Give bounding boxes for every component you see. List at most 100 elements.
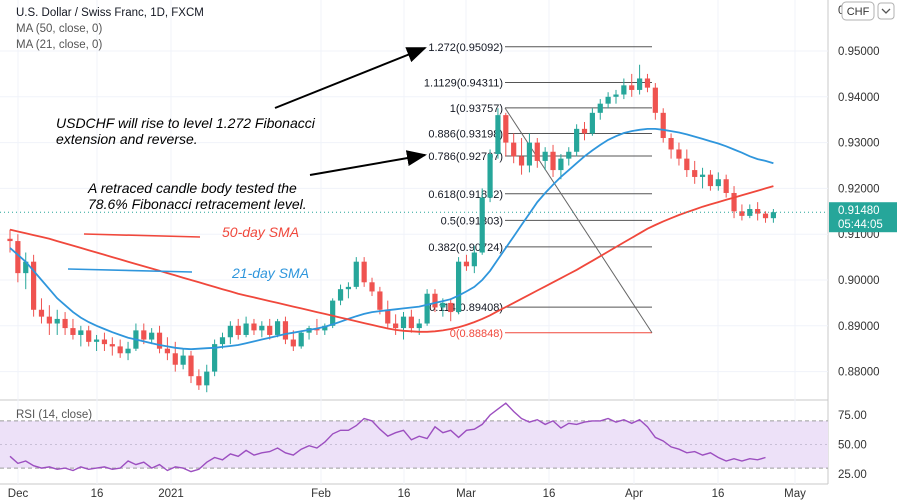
candle-body[interactable]	[15, 241, 21, 274]
candle-body[interactable]	[38, 309, 45, 317]
candle-body[interactable]	[597, 103, 603, 113]
candle-body[interactable]	[212, 344, 218, 372]
candle-body[interactable]	[566, 151, 572, 159]
candle-body[interactable]	[684, 158, 690, 171]
candle-body[interactable]	[330, 300, 336, 326]
candle-body[interactable]	[739, 211, 745, 216]
candle-body[interactable]	[298, 332, 304, 347]
currency-button[interactable]	[841, 1, 875, 21]
candle-body[interactable]	[448, 302, 454, 313]
candle-body[interactable]	[731, 192, 737, 212]
candle-body[interactable]	[511, 142, 517, 157]
candle-body[interactable]	[78, 330, 84, 335]
candle-body[interactable]	[196, 376, 202, 386]
candle-body[interactable]	[385, 309, 391, 324]
candle-body[interactable]	[699, 174, 706, 177]
candle-body[interactable]	[156, 332, 163, 349]
candle-body[interactable]	[93, 339, 100, 342]
candle-body[interactable]	[149, 332, 155, 340]
candle-body[interactable]	[644, 78, 651, 88]
sma50-marker-line[interactable]	[83, 233, 201, 238]
candle-body[interactable]	[526, 142, 533, 166]
candle-body[interactable]	[219, 337, 226, 345]
candle-body[interactable]	[692, 170, 698, 177]
candle-body[interactable]	[164, 348, 170, 354]
candle-body[interactable]	[432, 293, 438, 308]
current-price-tag[interactable]	[829, 202, 897, 233]
candle-body[interactable]	[180, 355, 186, 365]
candle-body[interactable]	[393, 323, 399, 329]
candle-body[interactable]	[204, 371, 210, 386]
candle-body[interactable]	[471, 252, 477, 267]
candle-body[interactable]	[479, 197, 485, 253]
price-scale[interactable]: 0.950000.940000.930000.920000.910000.900…	[838, 46, 880, 481]
candle-body[interactable]	[463, 261, 470, 267]
candle-body[interactable]	[46, 316, 52, 324]
candle-body[interactable]	[747, 209, 753, 216]
candle-body[interactable]	[605, 96, 611, 104]
candle-body[interactable]	[613, 94, 619, 97]
candle-body[interactable]	[172, 353, 178, 365]
candle-body[interactable]	[141, 330, 147, 340]
candle-body[interactable]	[770, 212, 776, 219]
candle-body[interactable]	[290, 339, 296, 347]
candle-body[interactable]	[550, 151, 556, 171]
candle-body[interactable]	[109, 344, 115, 347]
candle-body[interactable]	[353, 261, 359, 287]
candle-body[interactable]	[345, 286, 352, 290]
candle-body[interactable]	[455, 261, 462, 313]
candle-body[interactable]	[361, 261, 367, 283]
candle-body[interactable]	[424, 293, 430, 324]
candle-body[interactable]	[629, 85, 635, 90]
candle-body[interactable]	[637, 78, 643, 90]
candle-body[interactable]	[495, 115, 501, 155]
sma21-marker-line[interactable]	[67, 268, 193, 273]
candle-body[interactable]	[274, 321, 281, 335]
candle-body[interactable]	[762, 213, 769, 219]
candle-body[interactable]	[400, 316, 407, 329]
candle-body[interactable]	[259, 325, 265, 331]
candle-body[interactable]	[117, 346, 123, 354]
candle-body[interactable]	[676, 149, 682, 159]
candle-body[interactable]	[337, 289, 344, 301]
candle-body[interactable]	[487, 154, 493, 198]
candle-body[interactable]	[668, 138, 674, 150]
candle-body[interactable]	[188, 355, 194, 377]
candle-body[interactable]	[542, 151, 548, 161]
candle-body[interactable]	[243, 323, 249, 335]
candle-body[interactable]	[282, 321, 289, 340]
candle-body[interactable]	[660, 112, 666, 139]
candle-body[interactable]	[534, 142, 540, 161]
candle-body[interactable]	[589, 112, 595, 134]
candle-body[interactable]	[558, 158, 564, 171]
candle-body[interactable]	[574, 128, 580, 152]
candle-body[interactable]	[652, 87, 658, 113]
candle-body[interactable]	[70, 328, 76, 335]
candle-body[interactable]	[369, 282, 375, 292]
candle-body[interactable]	[377, 291, 383, 310]
candle-body[interactable]	[31, 261, 37, 310]
scale-settings-button[interactable]	[877, 2, 895, 20]
candle-body[interactable]	[715, 179, 721, 187]
arrow-to-extension[interactable]	[274, 47, 427, 109]
candle-body[interactable]	[101, 339, 108, 345]
candles[interactable]	[7, 64, 776, 393]
candle-body[interactable]	[62, 318, 68, 329]
candle-body[interactable]	[408, 316, 414, 329]
candle-body[interactable]	[621, 85, 627, 95]
candle-body[interactable]	[581, 128, 588, 134]
candle-body[interactable]	[440, 302, 446, 308]
candle-body[interactable]	[518, 156, 525, 166]
candle-body[interactable]	[416, 323, 422, 329]
candle-body[interactable]	[54, 318, 60, 324]
candle-body[interactable]	[322, 325, 328, 331]
candle-body[interactable]	[227, 325, 233, 338]
candle-body[interactable]	[707, 174, 714, 187]
arrow-to-retracement[interactable]	[309, 150, 427, 176]
candle-body[interactable]	[267, 325, 273, 335]
candle-body[interactable]	[7, 238, 13, 242]
candle-body[interactable]	[86, 330, 92, 342]
candle-body[interactable]	[723, 179, 729, 193]
candle-body[interactable]	[125, 348, 131, 354]
